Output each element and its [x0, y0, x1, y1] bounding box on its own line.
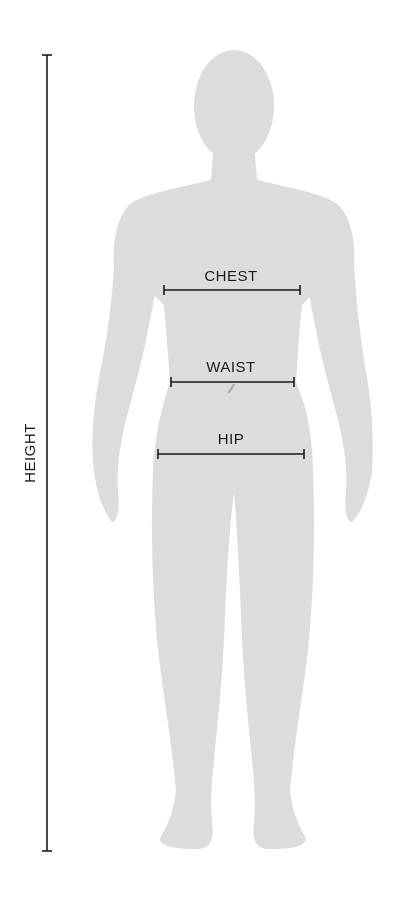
- left-leg-shape: [151, 450, 236, 849]
- head-shape: [194, 50, 274, 162]
- torso-shape: [119, 180, 347, 458]
- right-arm-shape: [302, 202, 373, 522]
- left-arm-shape: [92, 202, 162, 522]
- neck-shape: [210, 145, 258, 190]
- chest-label: CHEST: [204, 268, 257, 285]
- waist-label: WAIST: [206, 359, 255, 376]
- chest-measure: CHEST: [163, 268, 301, 295]
- waist-measure: WAIST: [170, 359, 295, 394]
- hip-label: HIP: [218, 431, 245, 448]
- hip-measure: HIP: [157, 431, 305, 459]
- height-label: HEIGHT: [22, 423, 39, 483]
- body-silhouette: [92, 50, 373, 849]
- navel-mark: [227, 383, 235, 394]
- right-leg-shape: [232, 450, 315, 849]
- height-measure: HEIGHT: [22, 54, 52, 852]
